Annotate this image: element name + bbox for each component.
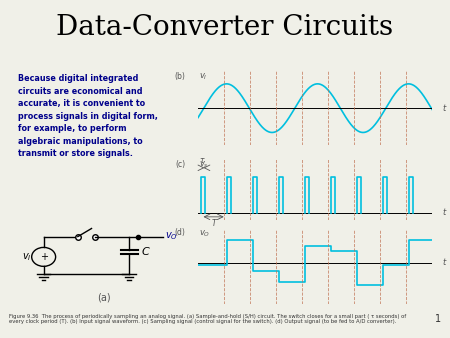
Text: $v_s$: $v_s$ bbox=[199, 160, 209, 170]
Text: 1: 1 bbox=[435, 314, 441, 324]
Text: (c): (c) bbox=[175, 160, 185, 169]
Text: t: t bbox=[442, 104, 445, 113]
Text: $v_I$: $v_I$ bbox=[22, 251, 32, 263]
Text: +: + bbox=[40, 252, 48, 262]
Text: t: t bbox=[442, 208, 445, 217]
Text: (a): (a) bbox=[97, 292, 110, 303]
Text: Because digital integrated
circuits are economical and
accurate, it is convenien: Because digital integrated circuits are … bbox=[18, 74, 158, 159]
Text: T: T bbox=[212, 219, 216, 228]
Text: t: t bbox=[442, 258, 445, 267]
Text: (b): (b) bbox=[174, 72, 185, 80]
Text: Data-Converter Circuits: Data-Converter Circuits bbox=[56, 14, 394, 41]
Text: $\tau$: $\tau$ bbox=[199, 156, 206, 165]
Text: C: C bbox=[141, 247, 149, 257]
Text: $v_I$: $v_I$ bbox=[199, 72, 208, 82]
Text: (d): (d) bbox=[174, 228, 185, 238]
Text: Figure 9.36  The process of periodically sampling an analog signal. (a) Sample-a: Figure 9.36 The process of periodically … bbox=[9, 314, 406, 324]
Text: $v_O$: $v_O$ bbox=[165, 231, 178, 242]
Text: $v_O$: $v_O$ bbox=[199, 228, 211, 239]
